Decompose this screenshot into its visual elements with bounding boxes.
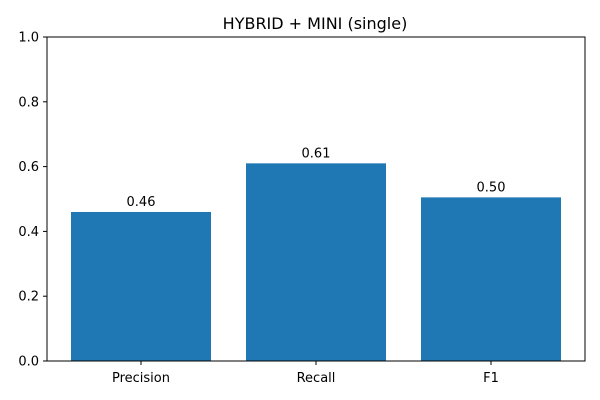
y-tick-label: 0.8 [18, 95, 39, 110]
bar-f1 [421, 197, 561, 361]
data-label-recall: 0.61 [302, 146, 331, 161]
data-label-f1: 0.50 [477, 180, 506, 195]
x-tick-label-f1: F1 [483, 371, 499, 386]
data-label-precision: 0.46 [127, 195, 156, 210]
x-tick-label-precision: Precision [112, 371, 170, 386]
y-axis: 0.0 0.2 0.4 0.6 0.8 1.0 [18, 31, 47, 370]
x-tick-label-recall: Recall [297, 371, 336, 386]
y-tick-label: 0.4 [18, 225, 39, 240]
y-tick-label: 0.2 [18, 290, 39, 305]
x-axis: Precision Recall F1 [112, 361, 499, 386]
chart-title: HYBRID + MINI (single) [223, 14, 408, 33]
y-tick-label: 0.0 [18, 355, 39, 370]
y-tick-label: 1.0 [18, 31, 39, 46]
bars-group [71, 163, 561, 361]
y-tick-label: 0.6 [18, 160, 39, 175]
bar-precision [71, 211, 211, 361]
plot-frame [46, 36, 586, 362]
data-labels-group: 0.46 0.61 0.50 [127, 146, 506, 210]
bar-recall [246, 163, 386, 361]
